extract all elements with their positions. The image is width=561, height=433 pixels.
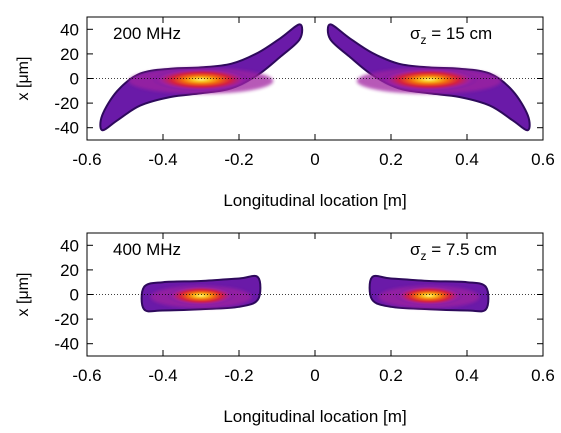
bunch-core xyxy=(379,68,479,92)
sigma-symbol: σ xyxy=(410,240,421,259)
panel-label: 200 MHz xyxy=(113,24,181,43)
y-tick-label: 20 xyxy=(60,261,79,280)
y-tick-label: 0 xyxy=(70,286,79,305)
bunch-left xyxy=(140,274,262,313)
bunch-core xyxy=(151,68,251,92)
bunch-core xyxy=(166,285,236,306)
y-axis-label: x [μm] xyxy=(15,57,32,101)
sigma-value: = 15 cm xyxy=(427,24,493,43)
x-tick-label: 0.6 xyxy=(531,150,555,169)
y-axis-label: x [μm] xyxy=(15,273,32,317)
sigma-annotation: σz = 7.5 cm xyxy=(410,240,497,263)
bunch-right xyxy=(368,274,490,313)
x-axis-label: Longitudinal location [m] xyxy=(223,407,406,426)
y-tick-label: -40 xyxy=(54,119,79,138)
x-tick-label: -0.6 xyxy=(72,150,101,169)
y-tick-label: -20 xyxy=(54,94,79,113)
y-tick-label: 20 xyxy=(60,45,79,64)
y-tick-label: -40 xyxy=(54,335,79,354)
x-tick-label: -0.6 xyxy=(72,366,101,385)
x-axis-label: Longitudinal location [m] xyxy=(223,191,406,210)
panel-label: 400 MHz xyxy=(113,240,181,259)
sigma-value: = 7.5 cm xyxy=(427,240,497,259)
x-tick-label: 0 xyxy=(310,366,319,385)
y-tick-label: 40 xyxy=(60,20,79,39)
x-tick-label: 0 xyxy=(310,150,319,169)
y-tick-label: -20 xyxy=(54,310,79,329)
y-tick-label: 0 xyxy=(70,70,79,89)
sigma-annotation: σz = 15 cm xyxy=(410,24,492,47)
panel-400mhz: -0.6 -0.4 -0.2 0 0.2 0.4 0.6 -40 -20 0 20 40 400 MH… xyxy=(15,232,555,426)
bunch-core xyxy=(394,285,464,306)
x-tick-label: -0.4 xyxy=(148,150,177,169)
x-tick-label: -0.4 xyxy=(148,366,177,385)
x-tick-label: 0.4 xyxy=(455,150,479,169)
y-tick-label: 40 xyxy=(60,236,79,255)
bunch-left xyxy=(99,23,304,132)
sigma-subscript: z xyxy=(421,33,427,47)
bunch-right xyxy=(326,23,531,132)
x-tick-label: 0.6 xyxy=(531,366,555,385)
sigma-subscript: z xyxy=(421,249,427,263)
x-tick-label: -0.2 xyxy=(224,150,253,169)
x-tick-label: -0.2 xyxy=(224,366,253,385)
sigma-symbol: σ xyxy=(410,24,421,43)
x-tick-label: 0.2 xyxy=(379,366,403,385)
x-tick-label: 0.2 xyxy=(379,150,403,169)
panel-200mhz: -0.6 -0.4 -0.2 0 0.2 0.4 0.6 -40 -20 0 20 40 200 MH… xyxy=(15,16,555,210)
x-tick-label: 0.4 xyxy=(455,366,479,385)
